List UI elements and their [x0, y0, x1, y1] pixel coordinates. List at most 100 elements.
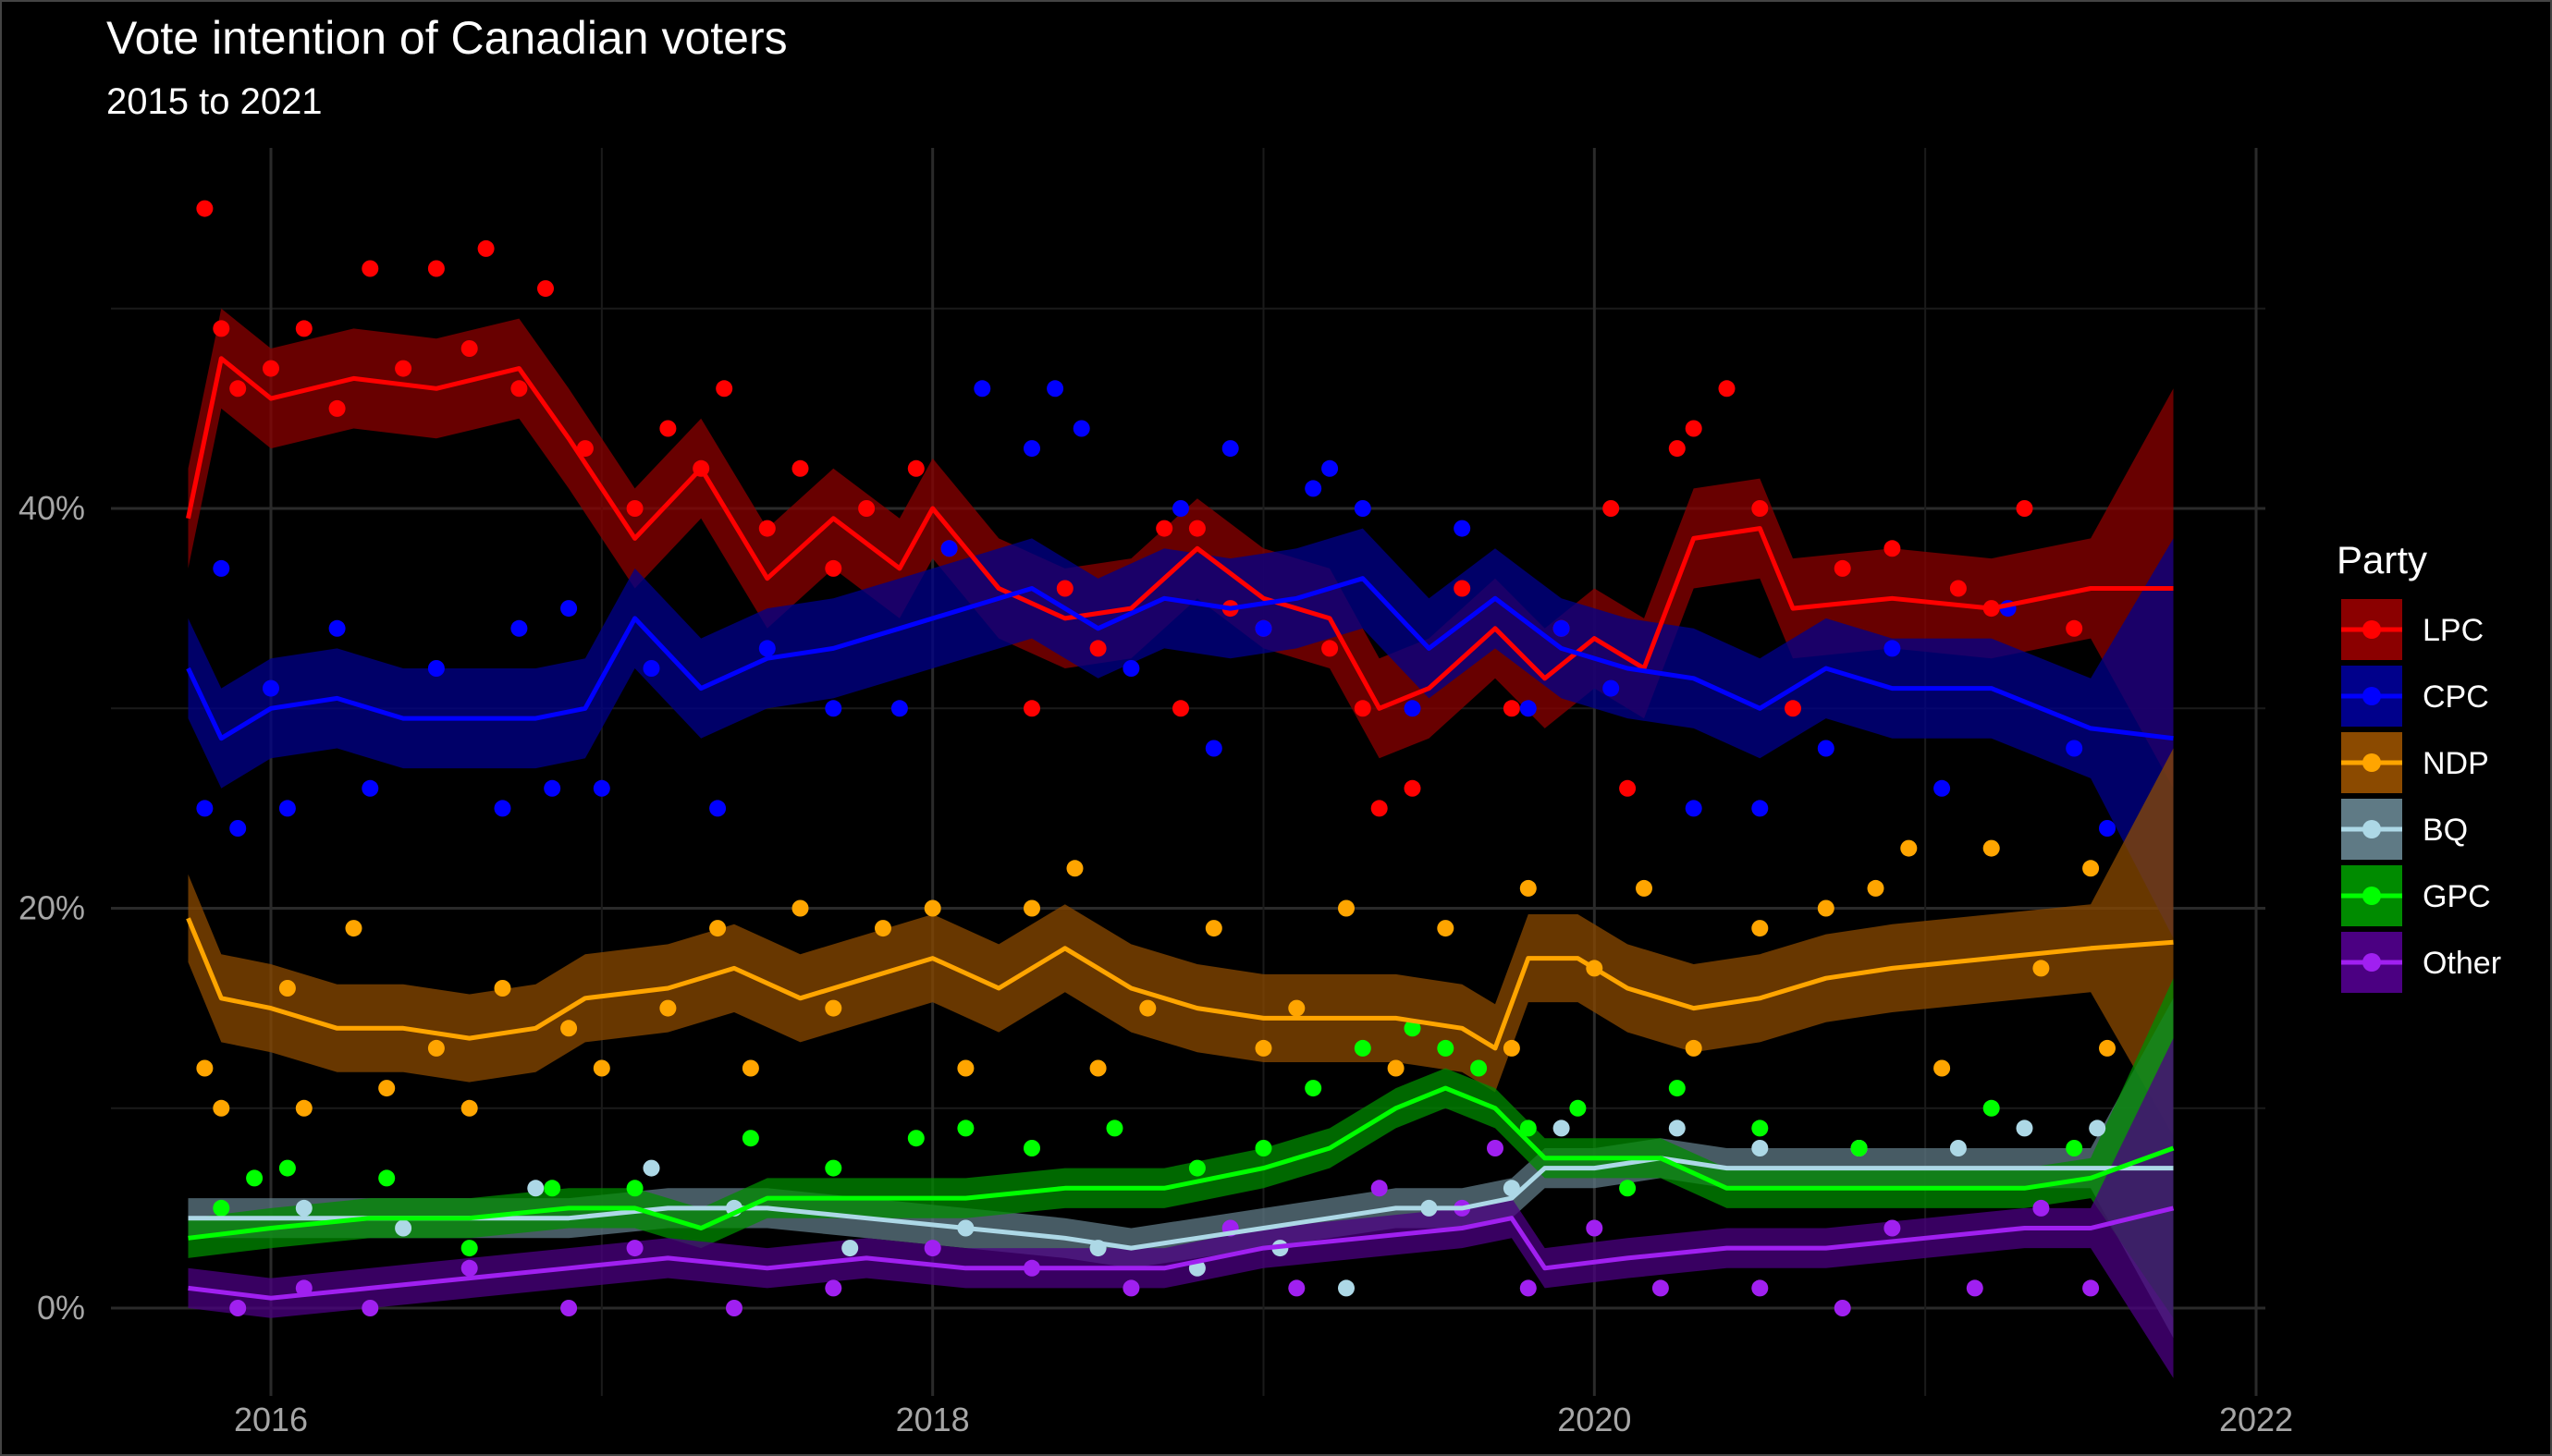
point-lpc: [907, 459, 925, 477]
point-ndp: [1205, 920, 1222, 937]
point-gpc: [1470, 1059, 1488, 1077]
point-lpc: [858, 500, 876, 517]
point-other: [1651, 1279, 1669, 1297]
point-gpc: [1668, 1080, 1686, 1097]
point-gpc: [246, 1169, 264, 1187]
point-cpc: [940, 540, 958, 557]
point-ndp: [196, 1059, 214, 1077]
point-cpc: [510, 619, 528, 637]
point-other: [2082, 1279, 2100, 1297]
point-gpc: [1519, 1120, 1537, 1137]
point-ndp: [2099, 1039, 2116, 1057]
point-ndp: [1255, 1039, 1272, 1057]
legend-label-cpc: CPC: [2423, 679, 2489, 715]
point-ndp: [709, 920, 727, 937]
point-ndp: [825, 999, 842, 1017]
point-ndp: [1387, 1059, 1405, 1077]
point-lpc: [1668, 440, 1686, 458]
point-other: [460, 1259, 478, 1277]
point-bq: [1552, 1120, 1570, 1137]
x-tick-label: 2022: [2219, 1401, 2293, 1438]
point-bq: [1668, 1120, 1686, 1137]
legend-dot-gpc: [2362, 887, 2381, 905]
point-cpc: [1685, 800, 1702, 817]
point-cpc: [1205, 740, 1222, 757]
point-other: [825, 1279, 842, 1297]
band-lpc: [188, 308, 2174, 789]
legend-dot-cpc: [2362, 687, 2381, 705]
point-ndp: [1437, 920, 1454, 937]
point-cpc: [1454, 520, 1471, 537]
point-other: [1519, 1279, 1537, 1297]
trend-cpc: [186, 576, 2174, 741]
point-cpc: [890, 700, 908, 717]
point-bq: [643, 1159, 660, 1177]
point-ndp: [378, 1080, 396, 1097]
point-ndp: [295, 1099, 313, 1117]
legend-title: Party: [2337, 538, 2427, 581]
data-points: [196, 200, 2116, 1316]
point-gpc: [2066, 1140, 2083, 1156]
point-lpc: [295, 320, 313, 337]
point-ndp: [494, 980, 511, 997]
point-lpc: [1949, 580, 1967, 597]
point-lpc: [1172, 700, 1189, 717]
legend-label-bq: BQ: [2423, 813, 2468, 848]
point-cpc: [229, 820, 247, 837]
point-bq: [527, 1180, 545, 1197]
point-lpc: [427, 260, 445, 277]
point-cpc: [494, 800, 511, 817]
point-gpc: [1305, 1080, 1322, 1097]
point-lpc: [537, 280, 554, 298]
point-lpc: [576, 440, 594, 458]
point-cpc: [263, 679, 279, 697]
point-cpc: [1024, 440, 1040, 458]
point-other: [1834, 1300, 1851, 1316]
point-gpc: [544, 1180, 561, 1197]
legend-label-lpc: LPC: [2423, 613, 2484, 648]
point-gpc: [1569, 1099, 1587, 1117]
point-ndp: [924, 899, 941, 917]
point-cpc: [974, 380, 991, 398]
point-gpc: [278, 1159, 296, 1177]
point-cpc: [196, 800, 214, 817]
point-lpc: [362, 260, 379, 277]
point-other: [1288, 1279, 1306, 1297]
point-gpc: [213, 1199, 230, 1217]
point-cpc: [2099, 820, 2116, 837]
point-lpc: [1503, 700, 1520, 717]
point-gpc: [378, 1169, 396, 1187]
point-other: [229, 1300, 247, 1316]
point-cpc: [825, 700, 842, 717]
trend-ndp: [186, 917, 2174, 1051]
point-cpc: [2066, 740, 2083, 757]
point-lpc: [510, 380, 528, 398]
legend-dot-lpc: [2362, 620, 2381, 639]
point-gpc: [907, 1130, 925, 1147]
point-other: [1487, 1140, 1503, 1156]
point-ndp: [1933, 1059, 1951, 1077]
point-ndp: [1066, 860, 1084, 877]
point-lpc: [213, 320, 230, 337]
point-other: [626, 1240, 644, 1257]
legend-label-ndp: NDP: [2423, 746, 2489, 781]
point-bq: [841, 1240, 859, 1257]
point-ndp: [1024, 899, 1040, 917]
point-cpc: [1883, 640, 1901, 657]
point-other: [362, 1300, 379, 1316]
point-gpc: [957, 1120, 975, 1137]
point-other: [1883, 1219, 1901, 1237]
point-cpc: [1404, 700, 1421, 717]
point-other: [560, 1300, 578, 1316]
point-lpc: [1751, 500, 1769, 517]
point-cpc: [1552, 619, 1570, 637]
point-cpc: [1817, 740, 1834, 757]
point-bq: [1751, 1140, 1769, 1156]
point-lpc: [1370, 800, 1388, 817]
point-ndp: [345, 920, 362, 937]
point-gpc: [1437, 1039, 1454, 1057]
point-cpc: [362, 779, 379, 797]
point-lpc: [2016, 500, 2033, 517]
point-ndp: [460, 1099, 478, 1117]
